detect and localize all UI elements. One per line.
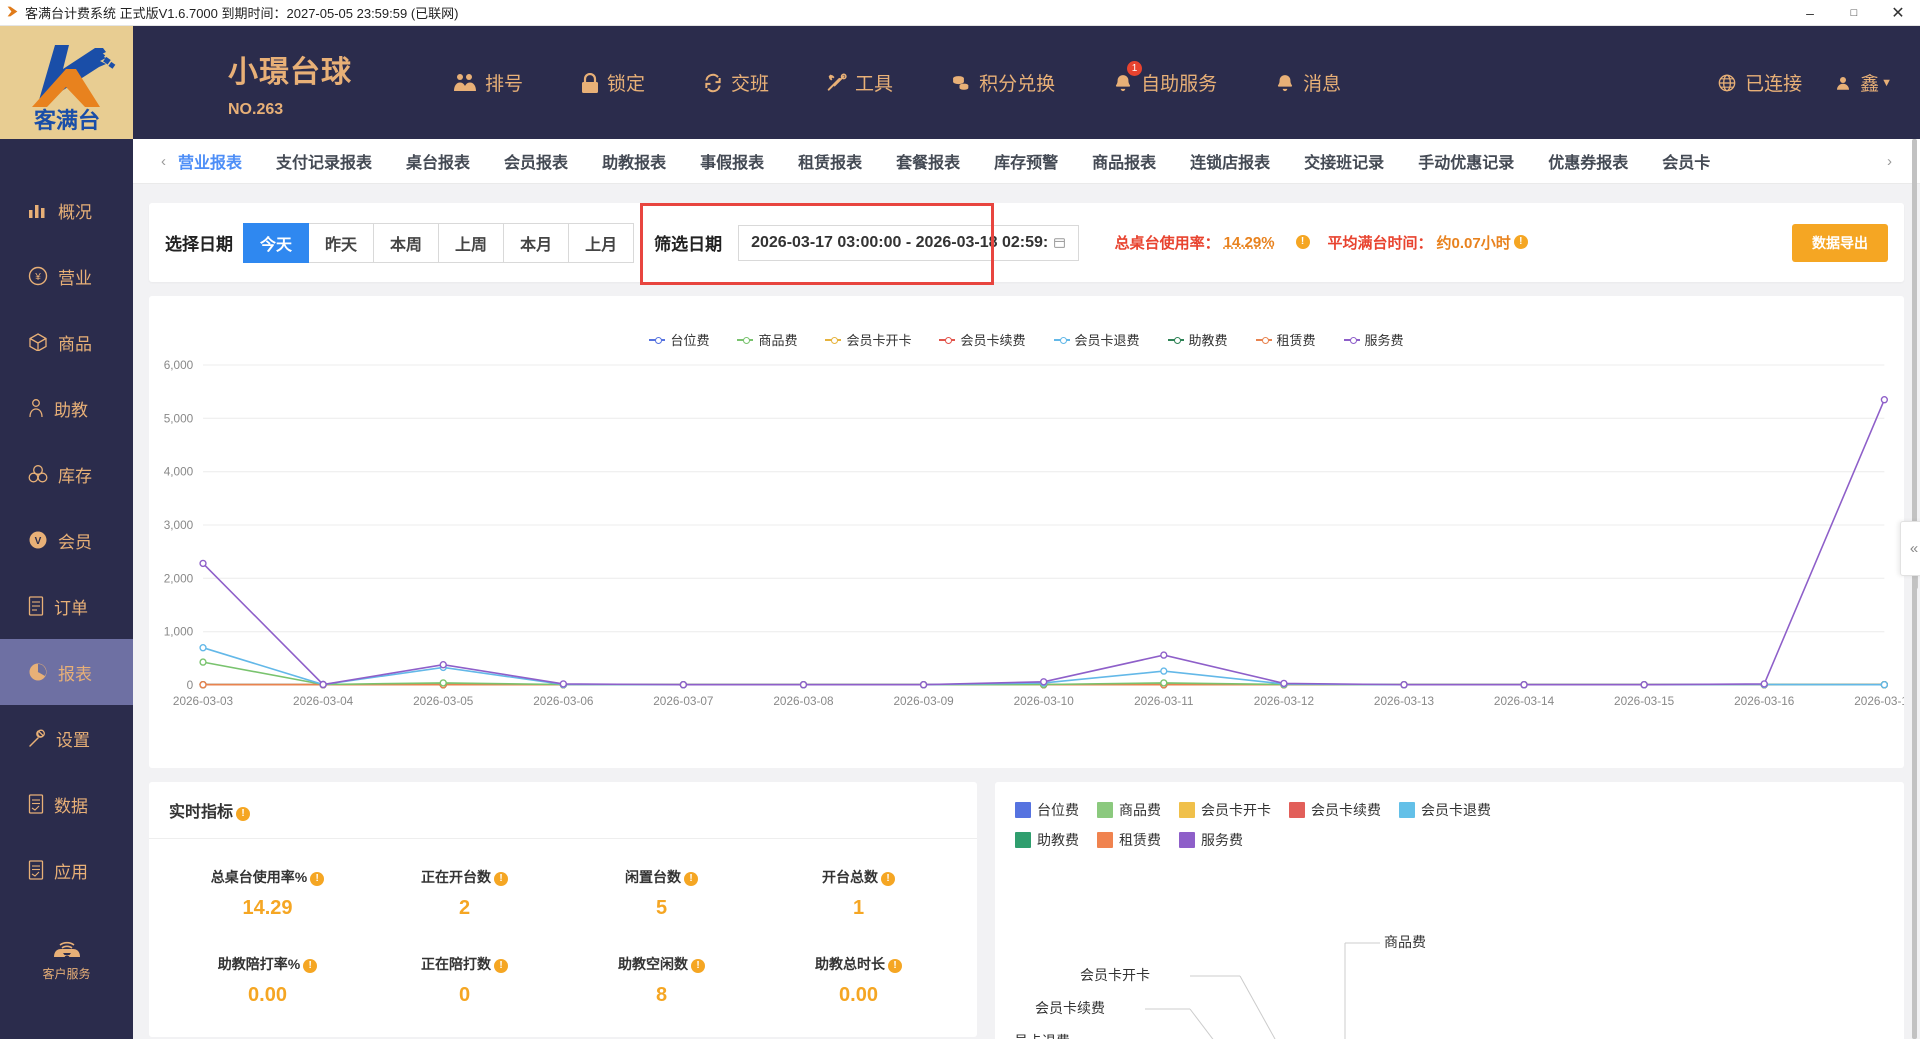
- svg-text:0: 0: [187, 678, 194, 692]
- svg-text:2026-03-11: 2026-03-11: [1134, 694, 1194, 708]
- svg-text:2026-03-04: 2026-03-04: [293, 694, 354, 708]
- svg-text:2026-03-08: 2026-03-08: [773, 694, 834, 708]
- svg-text:2026-03-10: 2026-03-10: [1014, 694, 1075, 708]
- svg-text:2026-03-17: 2026-03-17: [1854, 694, 1904, 708]
- svg-text:2026-03-16: 2026-03-16: [1734, 694, 1795, 708]
- svg-text:2026-03-09: 2026-03-09: [893, 694, 954, 708]
- svg-text:2026-03-05: 2026-03-05: [413, 694, 474, 708]
- svg-text:会员卡开卡: 会员卡开卡: [1080, 967, 1150, 983]
- svg-text:2026-03-07: 2026-03-07: [653, 694, 713, 708]
- svg-text:V: V: [35, 536, 42, 547]
- svg-text:4,000: 4,000: [164, 465, 194, 479]
- svg-text:2,000: 2,000: [164, 571, 194, 585]
- svg-text:2026-03-12: 2026-03-12: [1254, 694, 1314, 708]
- svg-text:6,000: 6,000: [164, 358, 194, 372]
- svg-text:2026-03-03: 2026-03-03: [173, 694, 234, 708]
- svg-text:2026-03-06: 2026-03-06: [533, 694, 594, 708]
- svg-text:商品费: 商品费: [1384, 934, 1426, 950]
- svg-text:5,000: 5,000: [164, 411, 194, 425]
- svg-text:2026-03-15: 2026-03-15: [1614, 694, 1675, 708]
- svg-text:1,000: 1,000: [164, 625, 194, 639]
- svg-text:会员卡退费: 会员卡退费: [1015, 1033, 1070, 1039]
- svg-text:2026-03-14: 2026-03-14: [1494, 694, 1555, 708]
- svg-text:3,000: 3,000: [164, 518, 194, 532]
- svg-text:会员卡续费: 会员卡续费: [1035, 1000, 1105, 1016]
- svg-text:客满台: 客满台: [33, 108, 99, 133]
- svg-text:2026-03-13: 2026-03-13: [1374, 694, 1435, 708]
- svg-text:¥: ¥: [34, 272, 41, 283]
